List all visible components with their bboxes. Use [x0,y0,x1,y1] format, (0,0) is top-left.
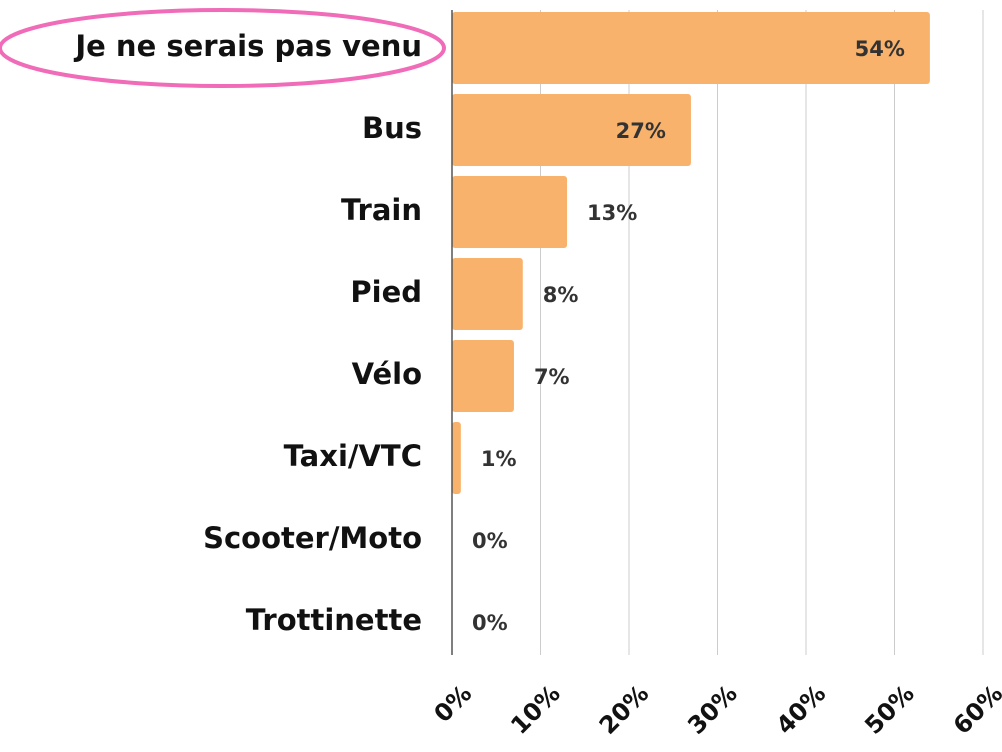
y-tick-label: Trottinette [246,603,422,637]
value-label: 0% [472,611,508,635]
y-tick-label: Train [341,193,422,227]
value-label: 1% [481,447,517,471]
value-label: 27% [616,119,666,143]
y-tick-label: Pied [350,275,422,309]
x-tick-label: 50% [859,679,919,739]
x-tick-label: 60% [948,679,1002,739]
value-label: 13% [587,201,637,225]
bar [452,340,514,412]
highlight-ellipse [0,8,446,88]
y-tick-label: Bus [362,111,422,145]
bar [452,176,568,248]
bar [452,94,691,166]
x-tick-label: 10% [505,679,565,739]
x-tick-label: 20% [594,679,654,739]
value-label: 8% [543,283,579,307]
y-tick-label: Vélo [352,357,422,391]
bar [452,258,523,330]
x-tick-label: 30% [682,679,742,739]
y-tick-label: Scooter/Moto [203,521,422,555]
y-tick-label: Je ne serais pas venu [73,29,422,63]
x-tick-label: 40% [771,679,831,739]
x-tick-label: 0% [429,679,478,728]
value-label: 7% [534,365,570,389]
bar [452,12,930,84]
value-label: 54% [855,37,905,61]
y-tick-label: Taxi/VTC [284,439,422,473]
value-label: 0% [472,529,508,553]
bar [452,422,461,494]
